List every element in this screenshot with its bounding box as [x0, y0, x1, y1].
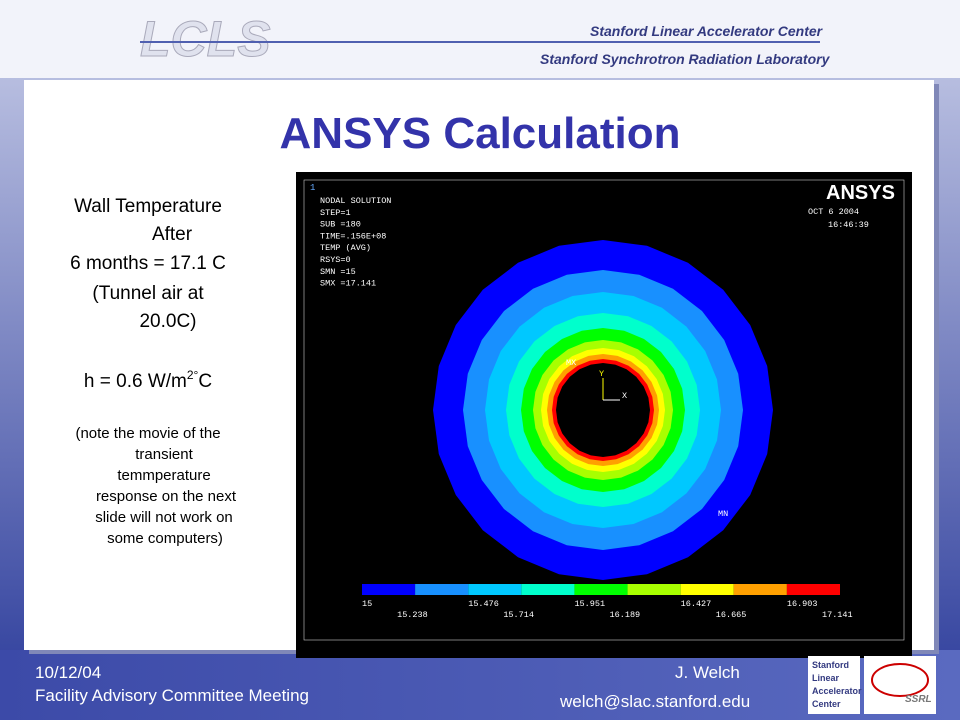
note-line: slide will not work on — [95, 509, 233, 526]
scale-label: 15.238 — [397, 610, 428, 620]
note: (note the movie of the transient temmperat… — [75, 425, 236, 547]
scale-band — [521, 584, 575, 595]
footer-band — [0, 650, 960, 720]
info-line: TIME=.156E+08 — [320, 231, 386, 241]
scale-label: 16.903 — [787, 599, 818, 609]
ssrl-text: SSRL — [905, 694, 932, 705]
left-text: Wall Temperature After 6 months = 17.1 C… — [70, 196, 226, 392]
superscript: 2° — [187, 368, 199, 382]
info-line: SMN =15 — [320, 267, 356, 277]
text-line: (Tunnel air at — [92, 283, 204, 304]
ansys-logo: ANSYS — [826, 182, 895, 204]
color-scale: 15 15.476 15.951 16.427 16.903 15.238 15.714 16… — [362, 584, 853, 620]
note-line: response on the next — [96, 488, 237, 505]
axis-label: X — [622, 391, 627, 401]
scale-label: 17.141 — [822, 610, 853, 620]
time: 16:46:39 — [828, 220, 869, 230]
logo: LCLS — [140, 11, 271, 67]
contour — [433, 240, 773, 580]
scale-label: 15.714 — [503, 610, 534, 620]
scale-band — [415, 584, 469, 595]
text-part: h = 0.6 W/m — [84, 371, 187, 392]
axis-label: Y — [599, 369, 604, 379]
footer-meeting: Facility Advisory Committee Meeting — [35, 686, 309, 705]
text-line: 6 months = 17.1 C — [70, 253, 226, 274]
scale-band — [468, 584, 522, 595]
scale-label: 16.427 — [681, 599, 712, 609]
footer-email: welch@slac.stanford.edu — [559, 692, 750, 711]
slide-title: ANSYS Calculation — [280, 109, 681, 158]
info-line: RSYS=0 — [320, 255, 351, 265]
scale-label: 15.951 — [574, 599, 605, 609]
scale-label: 16.189 — [610, 610, 641, 620]
text-line: After — [152, 224, 193, 245]
scale-band — [362, 584, 416, 595]
text-line: Wall Temperature — [74, 196, 222, 217]
logo-line: Stanford — [812, 660, 849, 670]
scale-band — [733, 584, 787, 595]
footer-date: 10/12/04 — [35, 663, 101, 682]
note-line: (note the movie of the — [75, 425, 220, 442]
scale-label: 15 — [362, 599, 372, 609]
plot-info: NODAL SOLUTION STEP=1 SUB =180TIME=.156E+0… — [320, 196, 391, 289]
slac-text: Stanford Linear Accelerator Center — [812, 660, 862, 709]
scale-label: 16.665 — [716, 610, 747, 620]
window-number: 1 — [310, 183, 315, 193]
org: Stanford Linear Accelerator Center — [590, 23, 824, 39]
scale-band — [627, 584, 681, 595]
scale-band — [574, 584, 628, 595]
slac-logo — [808, 656, 860, 714]
ssrl-swirl — [871, 663, 929, 697]
date: OCT 6 2004 — [808, 207, 859, 217]
header-band — [0, 0, 960, 78]
info-line: STEP=1 — [320, 208, 351, 218]
bore — [556, 363, 650, 457]
text-line: h = 0.6 W/m2°C — [84, 368, 212, 392]
info-line: SMX =17.141 — [320, 279, 376, 289]
scale-band — [786, 584, 840, 595]
text-part: C — [198, 371, 212, 392]
mx-label: MX — [566, 358, 576, 368]
scale-label: 15.476 — [468, 599, 499, 609]
plot-frame — [303, 179, 905, 641]
info-line: TEMP (AVG) — [320, 243, 371, 253]
logo-line: Center — [812, 699, 841, 709]
info-line: NODAL SOLUTION — [320, 196, 391, 206]
note-line: transient — [135, 446, 193, 463]
org: Stanford Synchrotron Radiation Laborator… — [540, 51, 831, 67]
note-line: some computers) — [107, 530, 223, 547]
footer: 10/12/04 Facility Advisory Committee Mee… — [35, 663, 750, 711]
logo-line: Accelerator — [812, 686, 862, 696]
note-line: temmperature — [117, 467, 210, 484]
ssrl-logo — [864, 656, 936, 714]
mn-label: MN — [718, 509, 728, 519]
info-line: SUB =180 — [320, 220, 361, 230]
scale-band — [680, 584, 734, 595]
footer-author: J. Welch — [675, 663, 740, 682]
logo-line: Linear — [812, 673, 840, 683]
text-line: 20.0C) — [139, 311, 196, 332]
